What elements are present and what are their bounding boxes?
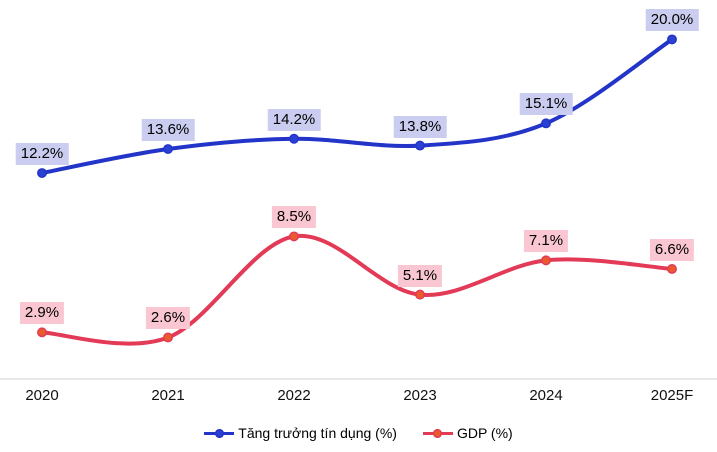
credit-growth-line: [40, 37, 674, 176]
legend-marker-credit-growth-icon: [204, 428, 235, 438]
gdp-point-marker: [163, 332, 173, 343]
gdp-point-marker: [667, 263, 677, 274]
gdp-point-marker: [541, 255, 551, 266]
legend-item-credit-growth: Tăng trưởng tín dụng (%): [204, 425, 397, 441]
legend-marker-gdp-icon: [422, 428, 453, 438]
legend-label-gdp: GDP (%): [456, 425, 513, 441]
credit-growth-point-marker: [37, 168, 47, 178]
legend-label-credit-growth: Tăng trưởng tín dụng (%): [238, 425, 397, 441]
credit-growth-point-marker: [163, 144, 173, 154]
legend-item-gdp: GDP (%): [422, 425, 513, 441]
credit-growth-point-marker: [415, 140, 425, 151]
credit-growth-point-marker: [541, 118, 551, 129]
gdp-point-marker: [37, 327, 47, 338]
chart-legend: Tăng trưởng tín dụng (%) GDP (%): [0, 420, 717, 446]
credit-growth-point-marker: [667, 34, 677, 45]
credit-growth-point-marker: [289, 133, 299, 144]
gdp-point-marker: [289, 231, 299, 242]
gdp-point-marker: [415, 289, 425, 300]
gdp-line: [40, 233, 674, 346]
